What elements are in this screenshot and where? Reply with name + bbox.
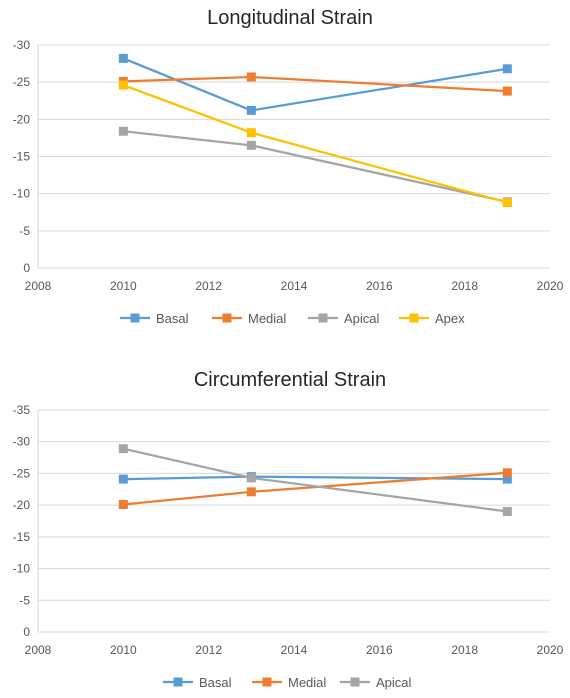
- x-tick-label: 2020: [537, 279, 564, 293]
- data-point-apex: [246, 128, 256, 138]
- legend-marker: [350, 677, 360, 687]
- circumferential-strain-svg: Circumferential Strain 0 -5 -10 -15 -20 -25 -3…: [13, 369, 564, 690]
- legend-label: Medial: [248, 311, 286, 326]
- data-point-medial: [246, 72, 256, 82]
- legend-marker: [409, 313, 419, 323]
- y-tick-label: -20: [13, 498, 31, 512]
- chart-title: Longitudinal Strain: [207, 7, 373, 29]
- y-tick-label: -30: [13, 38, 31, 52]
- data-point-apex: [502, 198, 512, 208]
- legend-item-apical: Apical: [308, 311, 380, 326]
- y-tick-label: -5: [19, 593, 30, 607]
- legend-label: Apical: [376, 675, 412, 690]
- longitudinal-strain-svg: Longitudinal Strain 0 -5 -10 -15 -20 -25 -30 20…: [13, 7, 564, 326]
- legend-item-medial: Medial: [252, 675, 326, 690]
- circumferential-strain-chart: Circumferential Strain 0 -5 -10 -15 -20 -25 -3…: [0, 360, 570, 693]
- y-tick-label: -35: [13, 403, 31, 417]
- longitudinal-strain-chart: Longitudinal Strain 0 -5 -10 -15 -20 -25 -30 20…: [0, 0, 570, 340]
- y-tick-label: -15: [13, 530, 31, 544]
- data-point-basal: [118, 474, 128, 484]
- data-point-apex: [118, 80, 128, 90]
- x-tick-label: 2016: [366, 643, 393, 657]
- data-point-medial: [118, 500, 128, 510]
- y-tick-label: -25: [13, 75, 31, 89]
- series-line-basal: [122, 57, 508, 112]
- x-tick-label: 2010: [110, 643, 137, 657]
- y-tick-label: -10: [13, 562, 31, 576]
- x-tick-label: 2010: [110, 279, 137, 293]
- data-point-basal: [246, 105, 256, 115]
- data-point-apical: [246, 473, 256, 483]
- data-point-basal: [502, 474, 512, 484]
- data-point-basal: [118, 53, 128, 63]
- data-point-apical: [502, 506, 512, 516]
- legend-label: Apex: [435, 311, 465, 326]
- legend-marker: [173, 677, 183, 687]
- x-tick-label: 2018: [451, 279, 478, 293]
- y-tick-label: -30: [13, 435, 31, 449]
- data-point-apical: [246, 140, 256, 150]
- x-tick-label: 2008: [25, 643, 52, 657]
- legend-item-basal: Basal: [163, 675, 232, 690]
- legend-item-medial: Medial: [212, 311, 286, 326]
- data-point-medial: [502, 468, 512, 478]
- data-point-medial: [502, 86, 512, 96]
- y-tick-label: -10: [13, 187, 31, 201]
- legend-marker: [262, 677, 272, 687]
- chart-title: Circumferential Strain: [194, 369, 386, 391]
- series-line-apical: [123, 447, 508, 513]
- y-tick-label: -25: [13, 466, 31, 480]
- y-tick-label: 0: [23, 261, 30, 275]
- legend-label: Medial: [288, 675, 326, 690]
- x-tick-label: 2012: [195, 279, 222, 293]
- x-tick-label: 2018: [451, 643, 478, 657]
- x-tick-label: 2014: [281, 279, 308, 293]
- legend-item-apex: Apex: [399, 311, 465, 326]
- data-point-apical: [118, 444, 128, 454]
- legend-label: Apical: [344, 311, 380, 326]
- legend-marker: [222, 313, 232, 323]
- legend-label: Basal: [156, 311, 189, 326]
- legend-marker: [318, 313, 328, 323]
- legend-item-apical: Apical: [340, 675, 412, 690]
- x-tick-label: 2012: [195, 643, 222, 657]
- series-line-apical: [123, 130, 508, 203]
- data-point-apical: [118, 126, 128, 136]
- y-tick-label: -5: [19, 224, 30, 238]
- y-tick-label: -20: [13, 112, 31, 126]
- legend-marker: [130, 313, 140, 323]
- x-tick-label: 2016: [366, 279, 393, 293]
- x-tick-label: 2020: [537, 643, 564, 657]
- data-point-basal: [502, 64, 512, 74]
- legend-item-basal: Basal: [120, 311, 189, 326]
- y-tick-label: 0: [23, 625, 30, 639]
- legend-label: Basal: [199, 675, 232, 690]
- data-point-medial: [246, 487, 256, 497]
- x-tick-label: 2014: [281, 643, 308, 657]
- series-line-apex: [122, 84, 508, 204]
- y-tick-label: -15: [13, 150, 31, 164]
- x-tick-label: 2008: [25, 279, 52, 293]
